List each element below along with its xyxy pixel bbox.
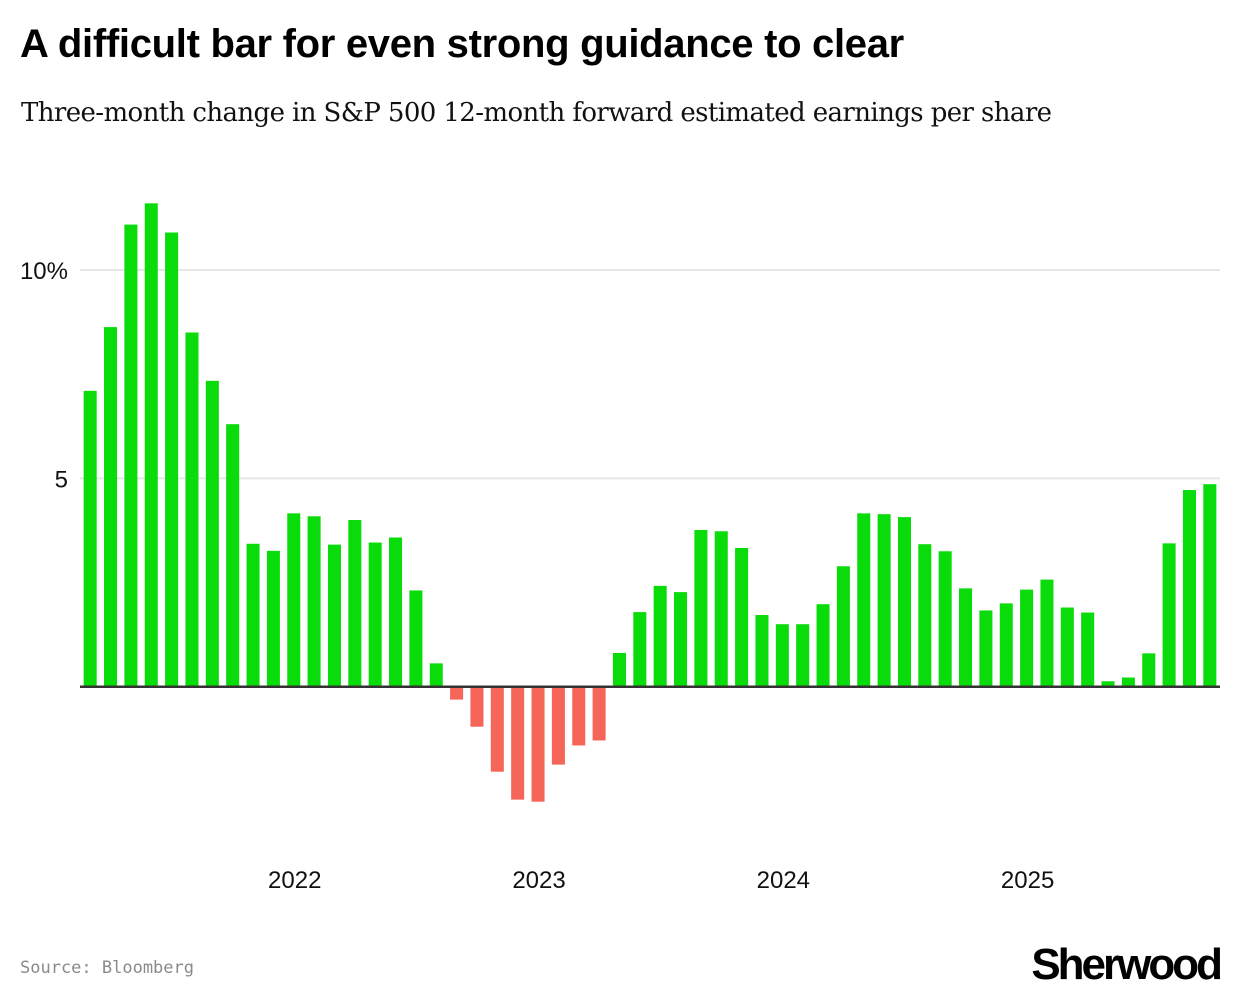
sherwood-logo: Sherwood <box>1031 940 1223 989</box>
bar-2023-05 <box>612 652 626 687</box>
bar-2023-10 <box>714 531 728 687</box>
bar-2022-12 <box>511 686 525 800</box>
bar-2025-05 <box>1101 681 1115 687</box>
bar-2021-07 <box>165 232 179 687</box>
bar-2025-06 <box>1121 677 1135 687</box>
bar-2021-05 <box>124 224 138 687</box>
bar-2022-07 <box>409 590 423 687</box>
bar-2023-04 <box>592 686 606 741</box>
bar-2022-03 <box>327 544 341 687</box>
bar-2024-11 <box>979 610 993 687</box>
bar-2025-09 <box>1182 490 1196 687</box>
bar-2021-06 <box>144 203 158 687</box>
bar-2025-03 <box>1060 607 1074 687</box>
bar-2024-04 <box>836 566 850 687</box>
bar-2024-12 <box>999 603 1013 687</box>
bar-2022-10 <box>470 686 484 727</box>
chart-subtitle: Three-month change in S&P 500 12-month f… <box>21 98 1052 128</box>
bar-2024-01 <box>775 624 789 687</box>
bar-2021-08 <box>185 332 199 687</box>
bar-2022-08 <box>429 663 443 687</box>
x-tick-label: 2022 <box>268 867 321 894</box>
x-axis-ticks: 2022 2023 2024 2025 <box>268 867 1054 894</box>
y-tick-label: 10% <box>20 258 68 285</box>
bar-2023-11 <box>735 547 749 687</box>
bar-2021-10 <box>226 424 240 687</box>
y-tick-label: 5 <box>55 466 68 493</box>
bar-2024-05 <box>857 513 871 687</box>
bar-2021-12 <box>266 550 280 687</box>
bar-2024-03 <box>816 604 830 687</box>
bar-2024-09 <box>938 551 952 687</box>
bar-2023-07 <box>653 585 667 687</box>
chart-title: A difficult bar for even strong guidance… <box>20 22 904 66</box>
bar-2023-09 <box>694 530 708 687</box>
bar-2024-08 <box>918 544 932 687</box>
gridlines <box>80 269 1220 480</box>
bar-2022-01 <box>287 513 301 687</box>
bar-2023-02 <box>551 686 565 765</box>
bar-2025-08 <box>1162 543 1176 687</box>
bar-2021-09 <box>205 380 219 687</box>
bar-2023-01 <box>531 686 545 802</box>
bar-2024-06 <box>877 514 891 687</box>
bar-2023-06 <box>633 612 647 687</box>
bar-chart: 10% 5 2022 2023 2024 2025 <box>20 203 1220 894</box>
bar-2022-04 <box>348 520 362 687</box>
bar-2024-07 <box>897 517 911 687</box>
bars <box>83 203 1217 802</box>
bar-2023-03 <box>572 686 586 746</box>
bar-2021-04 <box>104 327 118 687</box>
bar-2022-09 <box>450 686 464 700</box>
bar-2025-02 <box>1040 579 1054 687</box>
bar-2024-02 <box>796 624 810 687</box>
bar-2021-03 <box>83 390 97 687</box>
bar-2023-12 <box>755 615 769 687</box>
y-axis-ticks: 10% 5 <box>20 258 68 493</box>
bar-2025-07 <box>1142 653 1156 687</box>
bar-2021-11 <box>246 543 260 687</box>
x-tick-label: 2025 <box>1001 867 1054 894</box>
bar-2025-01 <box>1020 589 1034 687</box>
bar-2022-02 <box>307 516 321 687</box>
bar-2022-11 <box>490 686 504 772</box>
source-note: Source: Bloomberg <box>20 958 194 978</box>
x-tick-label: 2023 <box>512 867 565 894</box>
bar-2023-08 <box>674 592 688 687</box>
bar-2025-04 <box>1081 612 1095 687</box>
bar-2025-10 <box>1203 484 1217 687</box>
bar-2022-06 <box>389 537 403 687</box>
x-tick-label: 2024 <box>757 867 810 894</box>
bar-2024-10 <box>959 588 973 687</box>
bar-2022-05 <box>368 542 382 687</box>
